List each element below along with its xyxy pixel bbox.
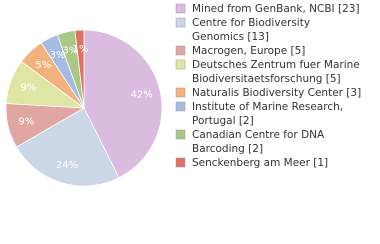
legend-label: Canadian Centre for DNA Barcoding [2] bbox=[192, 129, 325, 155]
legend-label: Institute of Marine Research, Portugal [2… bbox=[192, 101, 343, 127]
legend-swatch bbox=[175, 101, 186, 112]
pie-slice bbox=[15, 107, 120, 187]
legend-label-line: Institute of Marine Research, bbox=[192, 101, 343, 113]
legend-swatch bbox=[175, 45, 186, 56]
slice-label: 9% bbox=[20, 83, 36, 94]
legend-swatch bbox=[175, 129, 186, 140]
legend-label-line: Centre for Biodiversity bbox=[192, 17, 310, 29]
slice-label: 9% bbox=[18, 117, 34, 128]
legend-label-line: Biodiversitaetsforschung [5] bbox=[192, 73, 341, 85]
legend-swatch bbox=[175, 59, 186, 70]
legend-label-line: Senckenberg am Meer [1] bbox=[192, 157, 328, 169]
legend-label: Deutsches Zentrum fuer Marine Biodiversit… bbox=[192, 59, 360, 85]
legend-swatch bbox=[175, 3, 186, 14]
legend-label-line: Portugal [2] bbox=[192, 115, 254, 127]
legend-label: Centre for Biodiversity Genomics [13] bbox=[192, 17, 310, 43]
slice-label: 5% bbox=[35, 60, 51, 71]
legend-label-line: Barcoding [2] bbox=[192, 143, 263, 155]
legend-label: Senckenberg am Meer [1] bbox=[192, 157, 328, 169]
slice-label: 1% bbox=[73, 44, 89, 55]
slice-label: 3% bbox=[62, 45, 78, 56]
legend-label-line: Canadian Centre for DNA bbox=[192, 129, 325, 141]
legend-label: Naturalis Biodiversity Center [3] bbox=[192, 87, 361, 99]
slice-label: 3% bbox=[49, 50, 65, 61]
legend-label: Macrogen, Europe [5] bbox=[192, 45, 305, 57]
legend-swatch bbox=[175, 157, 186, 168]
legend-label-line: Genomics [13] bbox=[192, 31, 269, 43]
pie-slice bbox=[83, 29, 163, 179]
legend-label-line: Mined from GenBank, NCBI [23] bbox=[192, 3, 360, 15]
legend-swatch bbox=[175, 87, 186, 98]
legend-label-line: Macrogen, Europe [5] bbox=[192, 45, 305, 57]
slice-label: 42% bbox=[131, 89, 153, 100]
legend-label-line: Deutsches Zentrum fuer Marine bbox=[192, 59, 360, 71]
pie-slice bbox=[74, 29, 85, 109]
legend-swatch bbox=[175, 17, 186, 28]
legend-label: Mined from GenBank, NCBI [23] bbox=[192, 3, 360, 15]
legend-label-line: Naturalis Biodiversity Center [3] bbox=[192, 87, 361, 99]
slice-label: 24% bbox=[56, 160, 78, 171]
